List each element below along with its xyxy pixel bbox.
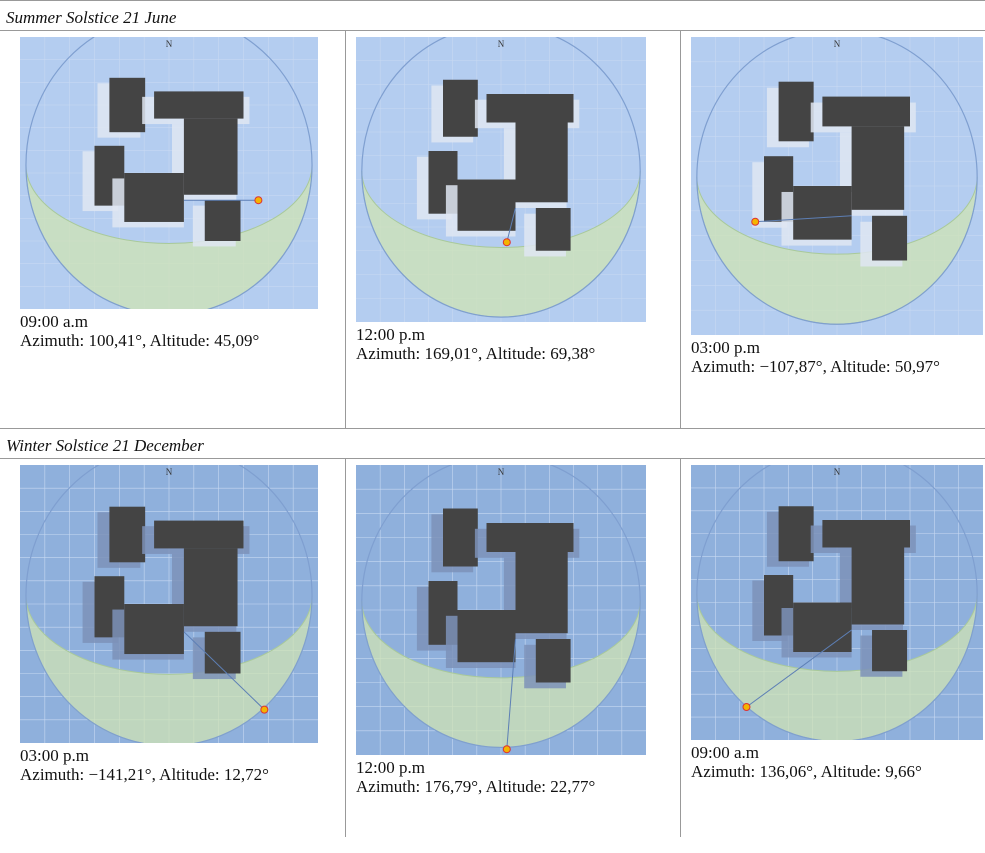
building (457, 179, 516, 231)
cell: N 03:00 p.m Azimuth: −107,87°, Altitude: 5… (680, 31, 985, 428)
sun-ray (746, 629, 852, 708)
horizon (696, 465, 978, 740)
building (515, 122, 568, 203)
building (204, 200, 241, 241)
building (872, 215, 908, 261)
caption-time: 03:00 p.m (691, 338, 760, 357)
building (124, 604, 184, 655)
sun-path-image: N (691, 465, 983, 740)
building (793, 186, 852, 240)
cell: N 09:00 a.m Azimuth: 100,41°, Altitude: 45… (0, 31, 345, 428)
horizon (696, 37, 978, 325)
north: N (166, 39, 173, 49)
sun-path-image: N (20, 465, 318, 743)
sun (751, 217, 760, 226)
building (486, 523, 574, 552)
building (457, 610, 516, 663)
sun-path-image: N (356, 37, 646, 322)
building (443, 79, 478, 137)
row: N 03:00 p.m Azimuth: −141,21°, Altitude: 1… (0, 459, 985, 837)
row: N 09:00 a.m Azimuth: 100,41°, Altitude: 45… (0, 31, 985, 428)
caption-time: 09:00 a.m (20, 312, 88, 331)
north: N (498, 467, 505, 477)
north: N (834, 467, 841, 477)
building (183, 118, 238, 195)
sun-path-image: N (20, 37, 318, 309)
horizon (361, 37, 641, 318)
building (124, 173, 184, 222)
building (154, 91, 244, 119)
cell: N 09:00 a.m Azimuth: 136,06°, Altitude: 9,… (680, 459, 985, 837)
building (183, 548, 238, 627)
horizon (361, 465, 641, 749)
building (851, 126, 905, 210)
caption-text: Azimuth: 169,01°, Altitude: 69,38° (356, 344, 596, 363)
caption-time: 03:00 p.m (20, 746, 89, 765)
cell: N 12:00 p.m Azimuth: 169,01°, Altitude: 69… (345, 31, 680, 428)
building (515, 552, 568, 634)
building (535, 639, 571, 683)
sun (502, 238, 511, 247)
caption-time: 12:00 p.m (356, 758, 425, 777)
building (793, 602, 852, 652)
caption-text: Azimuth: 176,79°, Altitude: 22,77° (356, 777, 596, 796)
sun-ray (183, 631, 265, 710)
cell: N 03:00 p.m Azimuth: −141,21°, Altitude: 1… (0, 459, 345, 837)
building (443, 508, 478, 567)
building (778, 81, 814, 142)
building (535, 208, 571, 251)
north: N (834, 39, 841, 49)
building (822, 96, 910, 127)
sun-ray (755, 215, 852, 223)
building (109, 77, 146, 133)
building (872, 630, 908, 672)
building (822, 520, 910, 548)
building (204, 631, 241, 674)
caption-time: 09:00 a.m (691, 743, 759, 762)
sun (254, 196, 263, 205)
caption-text: Azimuth: −141,21°, Altitude: 12,72° (20, 765, 269, 784)
sun (260, 705, 269, 714)
north: N (166, 467, 173, 477)
building (778, 506, 814, 562)
horizon (25, 465, 313, 743)
caption-text: Azimuth: −107,87°, Altitude: 50,97° (691, 357, 940, 376)
sun-path-image: N (691, 37, 983, 335)
building (486, 94, 574, 123)
sun (502, 745, 511, 754)
sun (742, 703, 751, 711)
caption-time: 12:00 p.m (356, 325, 425, 344)
sun-ray (506, 638, 516, 750)
section-title: Winter Solstice 21 December (0, 428, 985, 459)
section-title: Summer Solstice 21 June (0, 0, 985, 31)
building (154, 520, 244, 549)
sun-ray (506, 207, 516, 243)
caption-text: Azimuth: 100,41°, Altitude: 45,09° (20, 331, 260, 350)
building (851, 547, 905, 625)
horizon (25, 37, 313, 309)
north: N (498, 39, 505, 49)
caption-text: Azimuth: 136,06°, Altitude: 9,66° (691, 762, 922, 781)
cell: N 12:00 p.m Azimuth: 176,79°, Altitude: 22… (345, 459, 680, 837)
building (109, 506, 146, 563)
sun-path-image: N (356, 465, 646, 755)
